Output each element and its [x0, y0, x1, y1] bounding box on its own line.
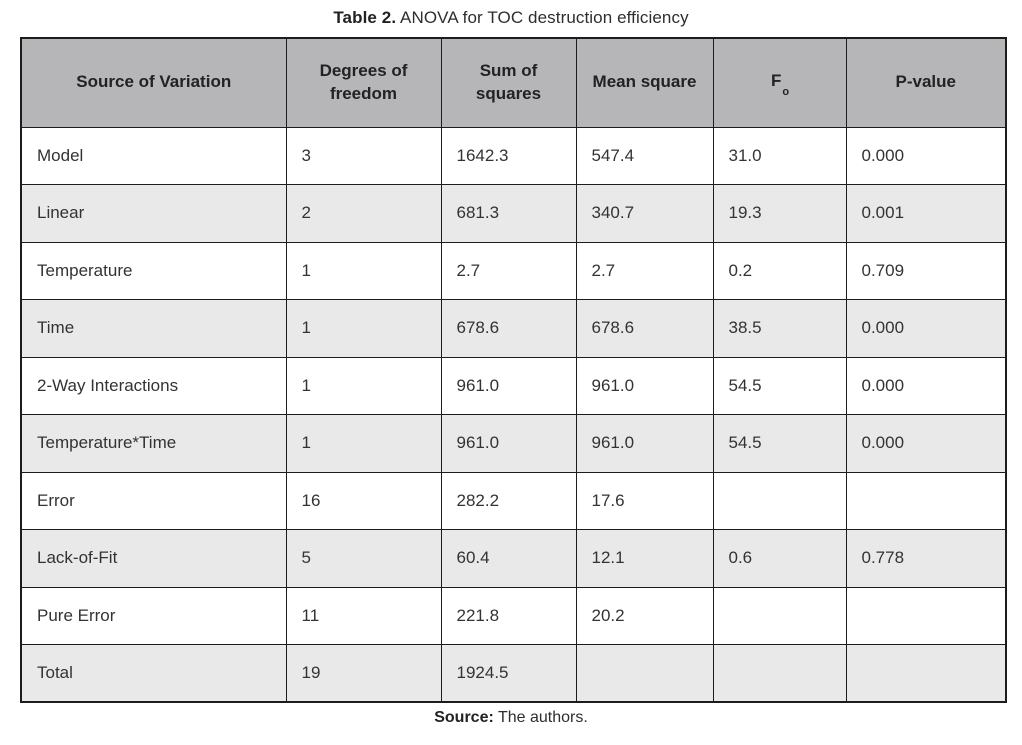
cell-ss: 1642.3: [440, 126, 577, 185]
cell-ms: 20.2: [575, 586, 714, 645]
cell-df: 1: [285, 299, 442, 358]
cell-f: 54.5: [712, 356, 847, 415]
table-row-time: Time 1 678.6 678.6 38.5 0.000: [20, 299, 1007, 358]
f-subscript: o: [782, 85, 790, 98]
cell-f: [712, 586, 847, 645]
column-header-source: Source of Variation: [20, 37, 287, 128]
cell-df: 19: [285, 644, 442, 703]
column-header-df: Degrees of freedom: [285, 37, 442, 128]
cell-source: Temperature*Time: [20, 414, 287, 473]
f-symbol: F: [770, 71, 782, 91]
cell-source: Model: [20, 126, 287, 185]
cell-f: 0.2: [712, 241, 847, 300]
cell-ss: 282.2: [440, 471, 577, 530]
cell-p: 0.778: [845, 529, 1007, 588]
cell-ms: 2.7: [575, 241, 714, 300]
cell-ms: 678.6: [575, 299, 714, 358]
cell-p: 0.000: [845, 299, 1007, 358]
table-number-label: Table 2.: [333, 8, 397, 27]
column-header-pvalue: P-value: [845, 37, 1007, 128]
cell-ms: 12.1: [575, 529, 714, 588]
table-row-error: Error 16 282.2 17.6: [20, 471, 1007, 530]
anova-table: Source of Variation Degrees of freedom S…: [20, 37, 1007, 703]
cell-ss: 1924.5: [440, 644, 577, 703]
cell-p: 0.000: [845, 414, 1007, 473]
cell-ss: 961.0: [440, 356, 577, 415]
cell-ms: 17.6: [575, 471, 714, 530]
cell-p: 0.001: [845, 184, 1007, 243]
cell-ms: 340.7: [575, 184, 714, 243]
cell-source: 2-Way Interactions: [20, 356, 287, 415]
cell-df: 1: [285, 414, 442, 473]
cell-source: Lack-of-Fit: [20, 529, 287, 588]
cell-ss: 2.7: [440, 241, 577, 300]
cell-p: [845, 586, 1007, 645]
table-row-linear: Linear 2 681.3 340.7 19.3 0.001: [20, 184, 1007, 243]
source-note: Source: The authors.: [0, 709, 1022, 727]
table-row-total: Total 19 1924.5: [20, 644, 1007, 703]
page-title: Table 2. ANOVA for TOC destruction effic…: [0, 8, 1022, 28]
cell-p: 0.000: [845, 126, 1007, 185]
cell-p: 0.000: [845, 356, 1007, 415]
cell-df: 1: [285, 241, 442, 300]
cell-ss: 681.3: [440, 184, 577, 243]
source-label: Source:: [434, 709, 494, 726]
cell-ms: 961.0: [575, 356, 714, 415]
cell-source: Temperature: [20, 241, 287, 300]
cell-f: [712, 644, 847, 703]
table-row-lack-of-fit: Lack-of-Fit 5 60.4 12.1 0.6 0.778: [20, 529, 1007, 588]
column-header-ss: Sum of squares: [440, 37, 577, 128]
cell-source: Time: [20, 299, 287, 358]
table-row-temperature-time: Temperature*Time 1 961.0 961.0 54.5 0.00…: [20, 414, 1007, 473]
cell-f: 38.5: [712, 299, 847, 358]
cell-df: 3: [285, 126, 442, 185]
cell-ss: 221.8: [440, 586, 577, 645]
cell-df: 11: [285, 586, 442, 645]
table-row-model: Model 3 1642.3 547.4 31.0 0.000: [20, 126, 1007, 185]
cell-f: 54.5: [712, 414, 847, 473]
cell-ms: 547.4: [575, 126, 714, 185]
cell-df: 5: [285, 529, 442, 588]
cell-df: 1: [285, 356, 442, 415]
cell-p: [845, 644, 1007, 703]
cell-ss: 678.6: [440, 299, 577, 358]
table-caption: ANOVA for TOC destruction efficiency: [396, 8, 689, 27]
table-row-temperature: Temperature 1 2.7 2.7 0.2 0.709: [20, 241, 1007, 300]
cell-source: Total: [20, 644, 287, 703]
cell-source: Error: [20, 471, 287, 530]
cell-source: Pure Error: [20, 586, 287, 645]
cell-f: 0.6: [712, 529, 847, 588]
cell-ss: 60.4: [440, 529, 577, 588]
cell-ss: 961.0: [440, 414, 577, 473]
table-row-2way-interactions: 2-Way Interactions 1 961.0 961.0 54.5 0.…: [20, 356, 1007, 415]
cell-f: 19.3: [712, 184, 847, 243]
cell-f: [712, 471, 847, 530]
cell-source: Linear: [20, 184, 287, 243]
column-header-f0: Fo: [712, 37, 847, 128]
cell-f: 31.0: [712, 126, 847, 185]
source-text: The authors.: [493, 709, 588, 726]
header-row: Source of Variation Degrees of freedom S…: [20, 37, 1007, 128]
cell-df: 2: [285, 184, 442, 243]
cell-p: [845, 471, 1007, 530]
table-row-pure-error: Pure Error 11 221.8 20.2: [20, 586, 1007, 645]
cell-ms: [575, 644, 714, 703]
column-header-ms: Mean square: [575, 37, 714, 128]
cell-p: 0.709: [845, 241, 1007, 300]
cell-ms: 961.0: [575, 414, 714, 473]
cell-df: 16: [285, 471, 442, 530]
